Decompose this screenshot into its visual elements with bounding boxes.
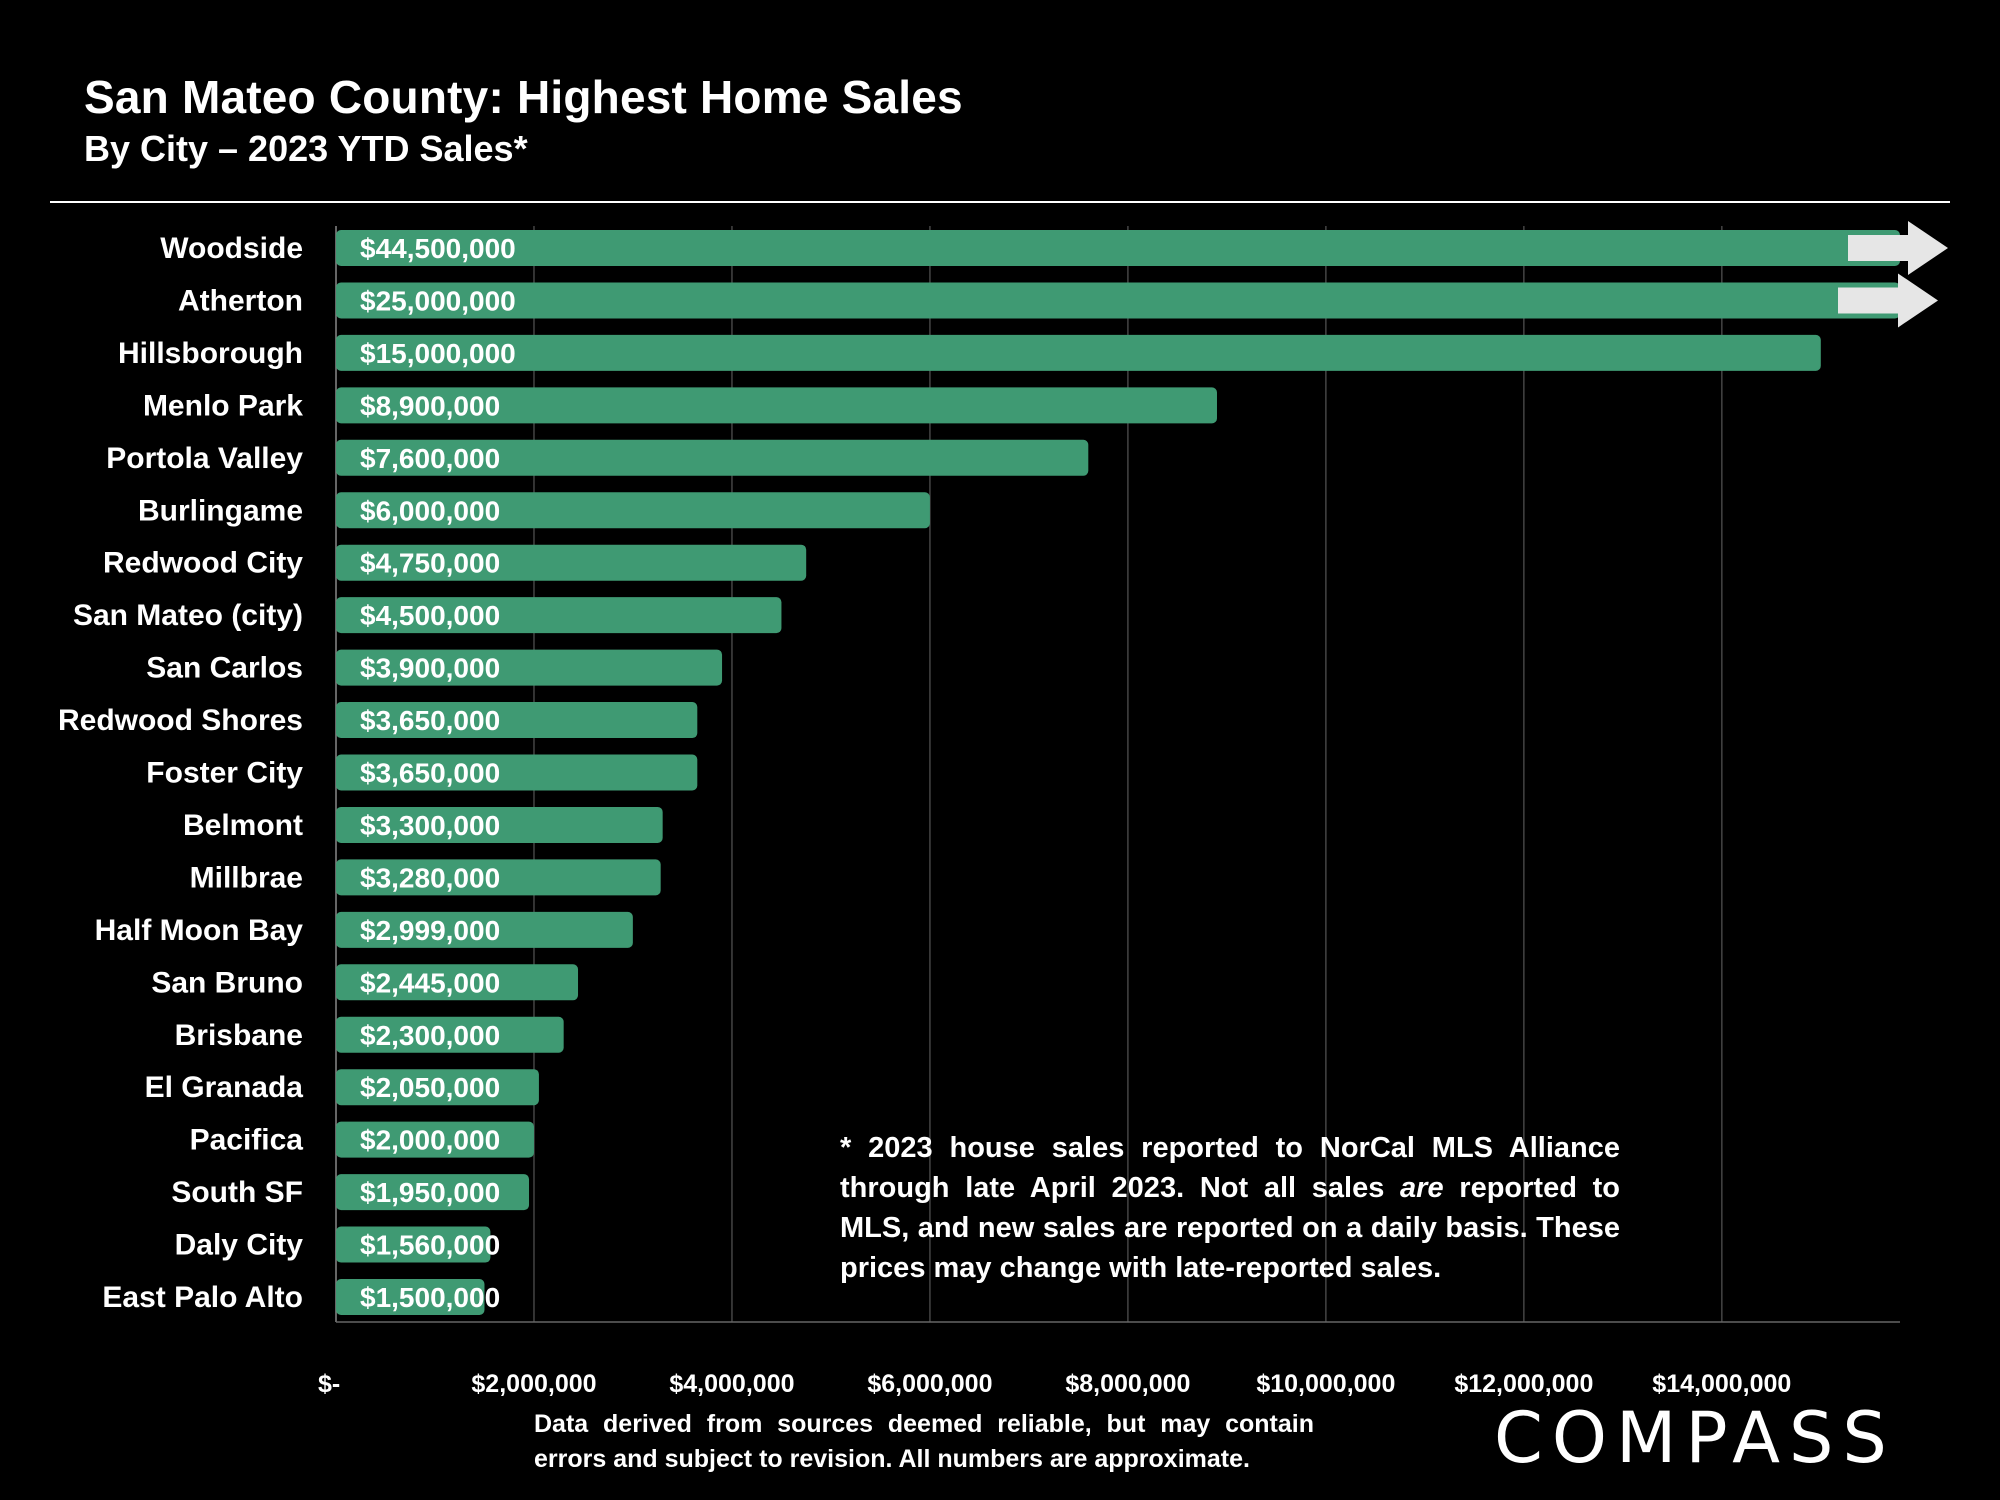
x-tick-label: $- [318,1370,340,1398]
bar-value-label: $3,900,000 [360,653,500,684]
bar [336,754,698,791]
category-label: San Bruno [151,966,303,999]
x-tick-label: $6,000,000 [867,1370,992,1398]
bar-value-label: $2,445,000 [360,967,500,998]
bar [336,649,723,686]
category-label: Millbrae [190,861,303,894]
x-tick-label: $12,000,000 [1454,1370,1593,1398]
category-label: Burlingame [138,494,303,527]
bar [336,282,1900,319]
category-label: Menlo Park [143,389,303,422]
bar-value-label: $4,750,000 [360,548,500,579]
category-label: Foster City [146,757,303,790]
category-label: Brisbane [175,1019,303,1052]
bar-value-label: $2,050,000 [360,1072,500,1103]
bar-value-label: $44,500,000 [360,233,516,264]
bar-value-label: $3,300,000 [360,810,500,841]
bar [336,1226,491,1263]
title-divider [50,201,1950,203]
bar-value-label: $1,560,000 [360,1230,500,1261]
footnote-text: * 2023 house sales reported to NorCal ML… [840,1132,1620,1284]
truncation-arrow-icon [1848,221,1948,275]
bar-value-label: $1,950,000 [360,1177,500,1208]
category-label: Belmont [183,809,303,842]
category-label: South SF [171,1176,303,1209]
bar-value-label: $25,000,000 [360,285,516,316]
bar-value-label: $8,900,000 [360,390,500,421]
category-label: Portola Valley [106,442,303,475]
bar [336,806,663,843]
bar-value-label: $6,000,000 [360,495,500,526]
bar [336,911,633,948]
bar [336,334,1821,371]
bar [336,387,1217,424]
bar [336,1174,530,1211]
bar [336,964,579,1001]
category-label: East Palo Alto [102,1281,303,1314]
x-tick-label: $2,000,000 [471,1370,596,1398]
category-label: San Mateo (city) [73,599,303,632]
category-label: Daly City [175,1229,304,1262]
x-tick-label: $14,000,000 [1652,1370,1791,1398]
bar [336,702,698,739]
x-tick-label: $10,000,000 [1256,1370,1395,1398]
bar [336,439,1089,476]
bar [336,859,661,896]
truncation-arrow-icon [1838,273,1938,328]
bar-value-label: $7,600,000 [360,443,500,474]
category-label: Pacifica [190,1124,304,1157]
category-label: Redwood City [103,547,303,580]
bar-value-label: $3,650,000 [360,705,500,736]
category-label: Half Moon Bay [95,914,304,947]
source-note: Data derived from sources deemed reliabl… [534,1410,1314,1473]
bar [336,1121,534,1158]
chart-subtitle: By City – 2023 YTD Sales* [84,128,528,169]
bar-value-label: $2,300,000 [360,1020,500,1051]
bar [336,492,930,529]
category-label: Hillsborough [118,337,303,370]
bar-value-label: $3,650,000 [360,758,500,789]
x-tick-label: $8,000,000 [1065,1370,1190,1398]
bar [336,1069,539,1106]
bar-value-label: $3,280,000 [360,862,500,893]
category-label: San Carlos [146,652,303,685]
bar-value-label: $1,500,000 [360,1282,500,1313]
compass-logo: COMPASS [1494,1397,1896,1479]
bar [336,597,782,634]
category-label: Atherton [178,284,303,317]
category-label: Redwood Shores [58,704,303,737]
bar-value-label: $2,000,000 [360,1125,500,1156]
category-label: Woodside [160,232,303,265]
chart-title: San Mateo County: Highest Home Sales [84,71,963,123]
bar-value-label: $2,999,000 [360,915,500,946]
bar [336,1016,564,1053]
bar [336,230,1900,266]
bar [336,1279,485,1315]
bar-value-label: $4,500,000 [360,600,500,631]
bar-value-label: $15,000,000 [360,338,516,369]
x-tick-label: $4,000,000 [669,1370,794,1398]
category-label: El Granada [145,1071,304,1104]
bar [336,544,807,581]
footnote: * 2023 house sales reported to NorCal ML… [840,1128,1620,1288]
